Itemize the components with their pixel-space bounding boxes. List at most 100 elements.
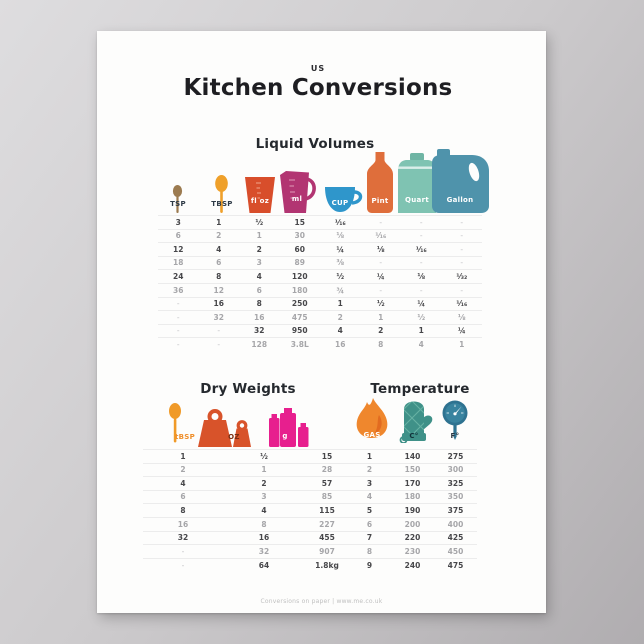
table-row: 2 1 28 xyxy=(143,462,349,477)
table-cell: - xyxy=(143,557,223,572)
table-cell: 180 xyxy=(279,282,320,298)
table-cell: 4 xyxy=(320,323,361,338)
liquid-col-label-gallon: Gallon xyxy=(446,196,474,204)
table-cell: 300 xyxy=(434,462,477,477)
footer-credit: Conversions on paper | www.me.co.uk xyxy=(260,598,383,605)
table-cell: 1.8kg xyxy=(305,557,349,572)
cup-icon xyxy=(324,186,364,213)
table-cell: 16 xyxy=(239,310,280,325)
dry-weights-heading: Dry Weights xyxy=(200,381,296,397)
table-cell: 400 xyxy=(434,516,477,532)
table-cell: 425 xyxy=(434,530,477,545)
table-row: 1 ½ 15 xyxy=(143,449,349,464)
table-cell: ½ xyxy=(360,296,401,311)
tablespoon-icon xyxy=(213,175,230,213)
table-cell: 16 xyxy=(320,337,361,352)
table-row: - -128 3.8L 16 8 4 1 xyxy=(158,337,482,352)
table-cell: 4 xyxy=(239,269,280,284)
table-row: 1 140 275 xyxy=(348,449,477,464)
table-cell: ½ xyxy=(320,269,361,284)
table-cell: - xyxy=(401,255,442,270)
pint-bottle-icon xyxy=(367,152,393,213)
table-cell: 8 xyxy=(239,296,280,311)
liquid-col-label-tbsp: TBSP xyxy=(211,200,233,208)
table-cell: 9 xyxy=(348,557,391,572)
table-row: -32 907 xyxy=(143,544,349,559)
table-cell: 12 xyxy=(158,242,199,257)
dry-col-label-oz: OZ xyxy=(228,433,240,441)
table-cell: ¼ xyxy=(360,269,401,284)
table-cell: 7 xyxy=(348,530,391,545)
table-row: 7 220 425 xyxy=(348,530,477,545)
table-cell: ⅛ xyxy=(401,269,442,284)
table-cell: - xyxy=(158,296,199,311)
table-cell: 1 xyxy=(348,449,391,464)
liquid-col-label-ml: ml xyxy=(291,195,303,203)
table-cell: - xyxy=(401,282,442,298)
table-cell: - xyxy=(198,323,239,338)
table-cell: 3 xyxy=(348,476,391,491)
table-cell: 36 xyxy=(158,282,199,298)
table-cell: 1 xyxy=(360,310,401,325)
dry-weights-table: 1 ½ 15 2 1 28 4 2 57 6 3 85 8 4 115 16 8 227 32 16 455-32 907… xyxy=(143,449,349,572)
table-cell: 375 xyxy=(434,503,477,518)
table-cell: 60 xyxy=(279,242,320,257)
fluid-ounce-cup-icon xyxy=(244,177,276,213)
ounce-weights-icon xyxy=(195,409,253,447)
table-cell: 120 xyxy=(279,269,320,284)
dry-col-label-g: g xyxy=(282,432,288,440)
table-cell: 8 xyxy=(143,503,223,518)
table-cell: - xyxy=(360,255,401,270)
table-row: 8 4 115 xyxy=(143,503,349,518)
table-cell: 2 xyxy=(360,323,401,338)
liquid-col-label-pint: Pint xyxy=(371,197,389,205)
liquid-col-label-tsp: TSP xyxy=(170,200,186,208)
table-cell: 2 xyxy=(198,228,239,243)
table-cell: 16 xyxy=(223,530,305,545)
table-cell: - xyxy=(441,228,482,243)
table-cell: 3 xyxy=(223,489,305,504)
gallon-jug-icon xyxy=(432,149,489,213)
table-row: 3 1 ½ 15 ¹⁄₁₆ - - - xyxy=(158,215,482,230)
table-cell: 950 xyxy=(279,323,320,338)
table-cell: 128 xyxy=(239,337,280,352)
table-cell: - xyxy=(401,215,442,230)
table-row: 36 12 6 180 ¾ - - - xyxy=(158,282,482,298)
table-cell: - xyxy=(441,282,482,298)
table-cell: 2 xyxy=(143,462,223,477)
table-cell: - xyxy=(158,337,199,352)
table-cell: 2 xyxy=(223,476,305,491)
table-cell: - xyxy=(441,242,482,257)
table-row: 4 180 350 xyxy=(348,489,477,504)
table-cell: 1 xyxy=(198,215,239,230)
liquid-volumes-heading: Liquid Volumes xyxy=(255,136,375,152)
table-cell: 450 xyxy=(434,544,477,559)
table-cell: 64 xyxy=(223,557,305,572)
oven-mitt-icon xyxy=(397,396,435,443)
table-cell: 16 xyxy=(198,296,239,311)
poster: US Kitchen Conversions Liquid Volumes xyxy=(97,31,546,613)
table-row: 16 8 227 xyxy=(143,516,349,532)
table-cell: 4 xyxy=(198,242,239,257)
table-cell: ¼ xyxy=(401,296,442,311)
table-cell: 2 xyxy=(320,310,361,325)
table-cell: ⅛ xyxy=(320,228,361,243)
table-cell: 32 xyxy=(198,310,239,325)
gram-weights-icon xyxy=(267,405,309,447)
table-row: 6 2 1 30 ⅛ ¹⁄₁₆ - - xyxy=(158,228,482,243)
temperature-heading: Temperature xyxy=(370,381,470,397)
liquid-col-label-floz: fl oz xyxy=(250,197,270,205)
table-cell: 57 xyxy=(305,476,349,491)
table-cell: 6 xyxy=(239,282,280,298)
table-cell: - xyxy=(198,337,239,352)
table-cell: 30 xyxy=(279,228,320,243)
teaspoon-icon xyxy=(171,185,184,213)
table-cell: 3.8L xyxy=(279,337,320,352)
table-row: 18 6 3 89 ⅜ - - - xyxy=(158,255,482,270)
table-cell: 16 xyxy=(143,516,223,532)
table-row: 6 200 400 xyxy=(348,516,477,532)
table-row: 3 170 325 xyxy=(348,476,477,491)
table-cell: - xyxy=(158,310,199,325)
table-cell: 15 xyxy=(279,215,320,230)
table-cell: 3 xyxy=(239,255,280,270)
